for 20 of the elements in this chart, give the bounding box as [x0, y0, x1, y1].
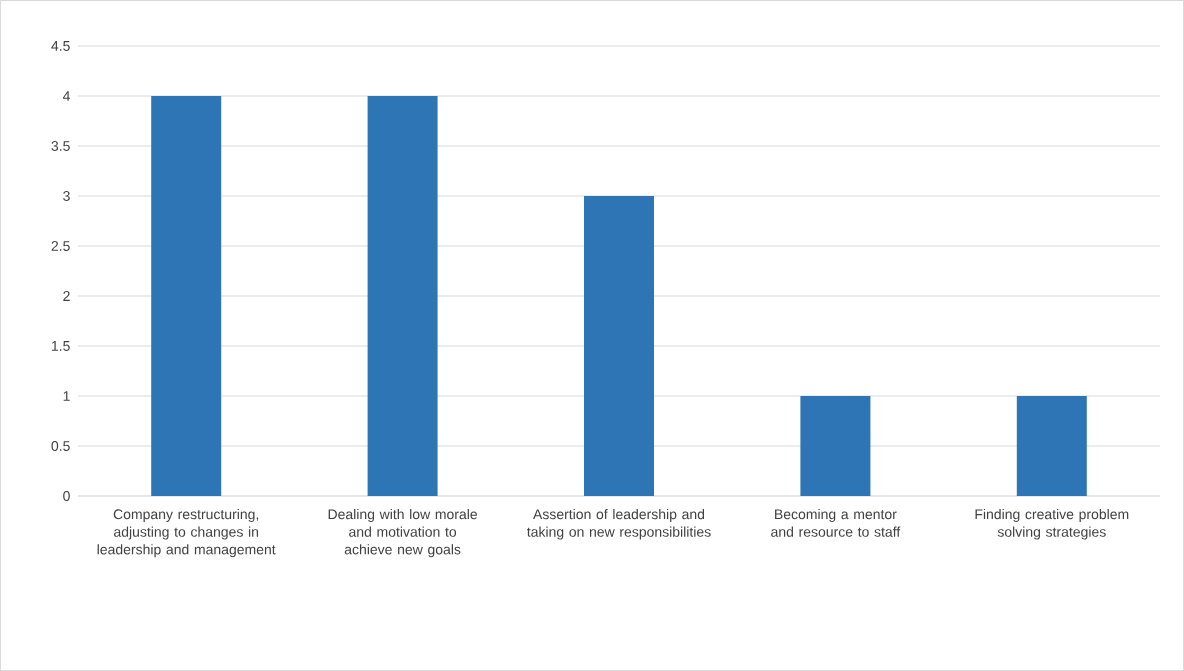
y-tick-label: 4.5 — [51, 41, 70, 51]
x-tick-label: Company restructuring, adjusting to changes in leadership and management — [97, 508, 276, 558]
x-tick-label: Finding creative problem solving strategies — [975, 508, 1129, 540]
bar — [800, 395, 871, 496]
y-tick-label: 0.5 — [51, 441, 70, 451]
y-tick-label: 3 — [63, 191, 70, 201]
y-tick-label: 2.5 — [51, 241, 70, 251]
y-tick-label: 4 — [62, 91, 70, 101]
bar — [584, 195, 655, 496]
y-tick-label: 1.5 — [52, 341, 70, 351]
bar — [367, 95, 438, 496]
y-tick-label: 1 — [63, 391, 70, 401]
y-tick-label: 2 — [63, 291, 70, 301]
y-tick-label: 0 — [63, 491, 70, 501]
x-tick-label: Becoming a mentor and resource to staff — [771, 508, 901, 537]
x-tick-label: Assertion of leadership and taking on new responsibilities — [527, 508, 711, 540]
bar — [151, 95, 222, 496]
y-tick-label: 3.5 — [51, 141, 70, 151]
bar — [1016, 395, 1087, 496]
x-tick-label: Dealing with low morale and motivation to achieve new goals — [328, 508, 478, 558]
